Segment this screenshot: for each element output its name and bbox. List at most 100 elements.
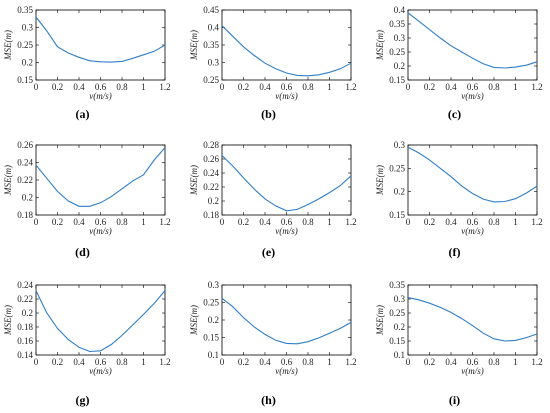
y-tick-label: 0.22 (17, 175, 33, 185)
x-tick-label: 0.6 (467, 357, 479, 367)
x-tick-label: 1.2 (345, 357, 356, 367)
y-tick-label: 0.15 (389, 336, 405, 346)
y-tick-label: 0.25 (17, 40, 33, 50)
chart-panel-f: 0 0.2 0.4 0.6 0.8 1 1.2 0.15 0.2 0.25 0.3 v(m/s) MSE… (375, 140, 543, 259)
series-line (221, 155, 352, 212)
y-tick-label: 0.15 (203, 333, 219, 343)
x-axis-label: v(m/s) (461, 226, 484, 236)
x-tick-label: 0 (34, 217, 39, 227)
y-tick-label: 0.2 (22, 193, 33, 203)
x-axis-label: v(m/s) (275, 366, 298, 376)
series-line (221, 297, 352, 345)
panel-label: (g) (76, 393, 90, 407)
series-line (407, 297, 538, 342)
x-tick-label: 0.6 (95, 357, 107, 367)
y-tick-label: 0.25 (203, 298, 219, 308)
y-tick-label: 0.24 (17, 158, 33, 168)
panel-label: (e) (262, 245, 275, 259)
chart-panel-i: 0 0.2 0.4 0.6 0.8 1 1.2 0.1 0.15 0.2 0.25 0.3 0.35 v(… (375, 280, 543, 407)
y-tick-label: 0.3 (394, 294, 406, 304)
y-tick-label: 0.4 (394, 5, 406, 15)
y-tick-label: 0.1 (208, 350, 219, 360)
chart-panel-a: 0 0.2 0.4 0.6 0.8 1 1.2 0.15 0.2 0.25 0.3 0.35 v(m/s… (3, 5, 171, 121)
x-tick-label: 1.2 (345, 217, 356, 227)
x-tick-label: 1.2 (531, 82, 542, 92)
x-tick-label: 0.2 (424, 357, 435, 367)
x-tick-label: 0.4 (445, 357, 457, 367)
plot-frame (35, 284, 166, 356)
y-tick-label: 0.15 (17, 75, 33, 85)
y-tick-label: 0.25 (389, 47, 405, 57)
y-axis-label: MSE(m) (189, 305, 199, 336)
x-tick-label: 0.8 (302, 82, 314, 92)
x-tick-label: 0.6 (281, 357, 293, 367)
y-tick-label: 0.2 (394, 61, 405, 71)
x-tick-label: 1 (327, 217, 332, 227)
x-tick-label: 0.4 (259, 357, 271, 367)
series-line (407, 146, 538, 203)
x-tick-label: 0.8 (302, 217, 314, 227)
x-tick-label: 0.4 (259, 217, 271, 227)
y-tick-label: 0.25 (389, 163, 405, 173)
y-tick-label: 0.35 (203, 40, 219, 50)
y-tick-label: 0.3 (394, 140, 406, 150)
y-tick-label: 0.15 (389, 75, 405, 85)
x-tick-label: 1.2 (159, 357, 170, 367)
series-line (35, 147, 166, 207)
chart-panel-g: 0 0.2 0.4 0.6 0.8 1 1.2 0.14 0.16 0.18 0.2 0.22 0.24… (3, 280, 171, 407)
y-tick-label: 0.25 (389, 308, 405, 318)
x-tick-label: 1 (513, 82, 518, 92)
x-tick-label: 0 (34, 357, 39, 367)
x-tick-label: 0 (220, 217, 225, 227)
y-tick-label: 0.18 (17, 322, 33, 332)
chart-panel-e: 0 0.2 0.4 0.6 0.8 1 1.2 0.18 0.2 0.22 0.24 0.26 0.28… (189, 140, 357, 259)
x-axis-label: v(m/s) (89, 91, 112, 101)
x-tick-label: 1 (327, 357, 332, 367)
y-axis-label: MSE(m) (3, 165, 13, 196)
y-tick-label: 0.4 (208, 23, 220, 33)
plot-frame (407, 9, 538, 81)
y-axis-label: MSE(m) (375, 30, 385, 61)
chart-panel-d: 0 0.2 0.4 0.6 0.8 1 1.2 0.18 0.2 0.22 0.24 0.26 v(m/… (3, 140, 171, 259)
panel-label: (f) (449, 245, 461, 259)
plot-frame (35, 144, 166, 216)
x-tick-label: 1.2 (531, 217, 542, 227)
x-axis-label: v(m/s) (89, 226, 112, 236)
x-tick-label: 0.2 (424, 217, 435, 227)
x-tick-label: 0 (220, 82, 225, 92)
panel-label: (a) (76, 107, 90, 121)
x-tick-label: 0.8 (116, 357, 128, 367)
y-tick-label: 0.35 (389, 19, 405, 29)
x-tick-label: 1.2 (531, 357, 542, 367)
chart-panel-h: 0 0.2 0.4 0.6 0.8 1 1.2 0.1 0.15 0.2 0.25 0.3 v(m/s)… (189, 280, 357, 407)
x-tick-label: 0.8 (116, 217, 128, 227)
x-tick-label: 1 (513, 217, 518, 227)
panel-label: (i) (449, 393, 460, 407)
x-tick-label: 0.2 (52, 357, 63, 367)
y-axis-label: MSE(m) (375, 165, 385, 196)
chart-panel-c: 0 0.2 0.4 0.6 0.8 1 1.2 0.15 0.2 0.25 0.3 0.35 0.4 v(… (375, 5, 543, 121)
x-tick-label: 0.6 (467, 82, 479, 92)
series-line (221, 25, 352, 77)
x-tick-label: 0.4 (259, 82, 271, 92)
x-tick-label: 0.6 (95, 217, 107, 227)
x-tick-label: 0.8 (302, 357, 314, 367)
x-axis-label: v(m/s) (461, 366, 484, 376)
x-tick-label: 1.2 (345, 82, 356, 92)
y-tick-label: 0.3 (208, 280, 220, 290)
x-tick-label: 1 (327, 82, 332, 92)
y-tick-label: 0.45 (203, 5, 219, 15)
series-line (35, 16, 166, 63)
x-tick-label: 0.4 (73, 82, 85, 92)
x-tick-label: 1.2 (159, 82, 170, 92)
y-tick-label: 0.14 (17, 350, 33, 360)
x-axis-label: v(m/s) (461, 91, 484, 101)
x-tick-label: 0.6 (281, 82, 293, 92)
y-tick-label: 0.2 (208, 196, 219, 206)
x-tick-label: 0 (406, 217, 411, 227)
y-tick-label: 0.3 (394, 33, 406, 43)
x-tick-label: 0.4 (73, 217, 85, 227)
y-tick-label: 0.24 (203, 168, 219, 178)
x-tick-label: 0.2 (52, 82, 63, 92)
